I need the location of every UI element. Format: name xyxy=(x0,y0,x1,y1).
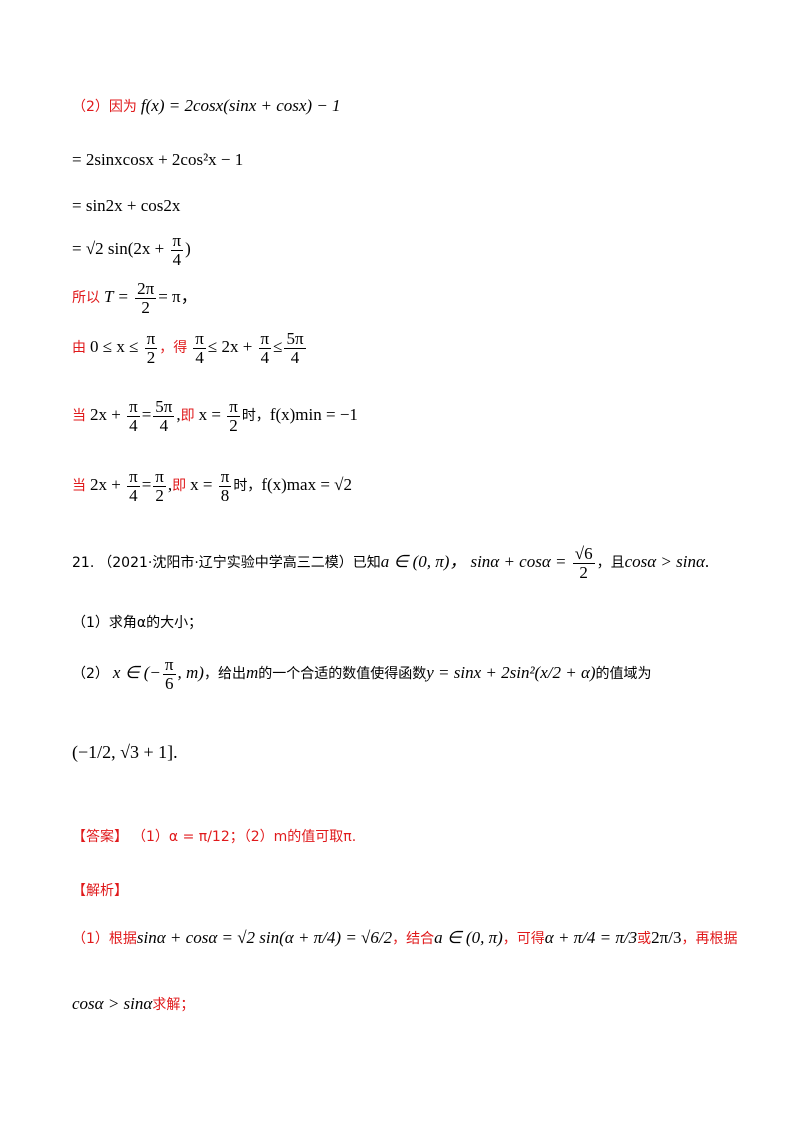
when-label-max: 当 xyxy=(72,478,86,495)
period-frac: 2π 2 xyxy=(135,279,157,317)
from-label: 由 xyxy=(72,340,86,357)
when-label-min: 当 xyxy=(72,408,86,425)
part2-period: 所以 T = 2π 2 = π， xyxy=(72,279,198,317)
analysis-label-line: 【解析】 xyxy=(72,880,128,900)
part2-eq0: f(x) = 2cosx(sinx + cosx) − 1 xyxy=(140,96,341,115)
answer-line: 【答案】 （1）α = π/12；（2）m的值可取π. xyxy=(72,829,357,845)
q21-source: （2021·沈阳市·辽宁实验中学高三二模）已知 xyxy=(98,555,381,572)
part2-label: （2）因为 xyxy=(72,99,137,115)
part2-line1: = 2sinxcosx + 2cos²x − 1 xyxy=(72,150,243,170)
q21-sub1: （1）求角α的大小； xyxy=(72,615,203,631)
so-label: 所以 xyxy=(72,290,100,307)
answer-label: 【答案】 xyxy=(72,829,128,845)
ie-label-min: 即 xyxy=(180,408,195,425)
part2-line3: = √2 sin(2x + π 4) xyxy=(72,231,191,269)
q21-number: 21. xyxy=(72,555,95,572)
part2-eq1: = 2sinxcosx + 2cos²x − 1 xyxy=(72,150,244,169)
analysis-label: 【解析】 xyxy=(72,883,128,899)
part2-min: 当 2x + π 4 = 5π 4 ,即 x = π 2 时，f(x)min = −1 xyxy=(72,397,358,435)
q21-range: (−1/2, √3 + 1]. xyxy=(72,742,178,762)
ie-label-max: 即 xyxy=(172,478,187,495)
max-result: f(x)max = √2 xyxy=(261,475,352,495)
q21-sub2: （2） x ∈ (− π 6, m)，给出m的一个合适的数值使得函数y = sinx… xyxy=(72,655,652,693)
part2-range: 由 0 ≤ x ≤ π 2 ，得 π 4 ≤ 2x + π 4 ≤5π 4 xyxy=(72,329,306,367)
part2-eq3-pre: = √2 sin(2x + xyxy=(72,239,169,259)
get-label: ，得 xyxy=(159,340,188,357)
analysis2: cosα > sinα求解； xyxy=(72,994,195,1013)
part2-line0: （2）因为 f(x) = 2cosx(sinx + cosx) − 1 xyxy=(72,96,341,116)
part2-max: 当 2x + π 4 = π 2 ,即 x = π 8 时，f(x)max = √2 xyxy=(72,467,352,505)
part2-line2: = sin2x + cos2x xyxy=(72,196,180,216)
min-result: f(x)min = −1 xyxy=(269,405,358,425)
q21-stem: 21. （2021·沈阳市·辽宁实验中学高三二模）已知a ∈ (0, π)， s… xyxy=(72,544,710,582)
analysis1: （1）根据sinα + cosα = √2 sin(α + π/4) = √6/… xyxy=(72,928,738,947)
part2-eq2: = sin2x + cos2x xyxy=(72,196,181,215)
